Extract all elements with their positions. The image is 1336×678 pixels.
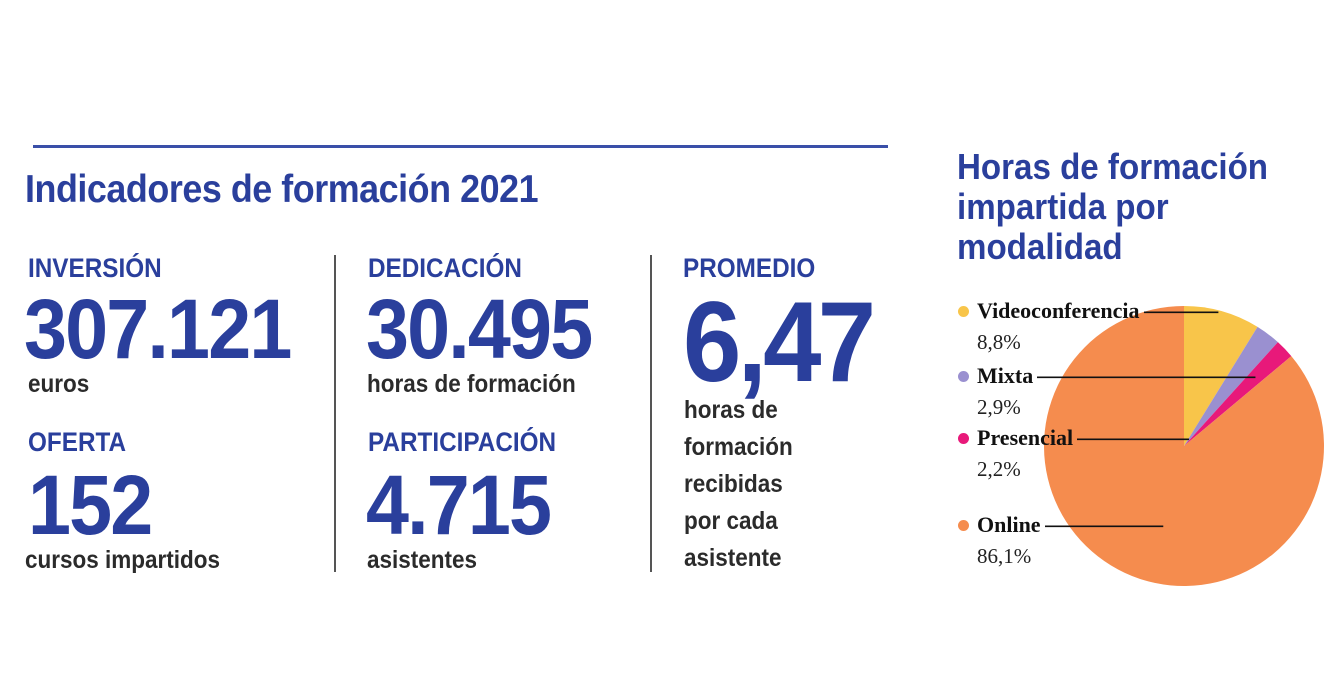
promedio-unit-line: formación [684,433,793,461]
oferta-unit: cursos impartidos [25,546,221,574]
legend-videoconferencia: Videoconferencia [977,298,1140,323]
legend-dot-videoconferencia [958,306,969,317]
promedio-unit: horas de formación recibidas por cada as… [684,392,793,577]
chart-title-line: modalidad [957,226,1123,267]
chart-title-line: Horas de formación [957,146,1269,187]
promedio-unit-line: recibidas [684,470,783,498]
promedio-unit-line: asistente [684,544,782,572]
promedio-value: 6,47 [683,279,876,406]
pie-slice-mixta [1184,326,1278,446]
legend-dot-online [958,520,969,531]
legend-presencial: Presencial [977,425,1074,450]
pie-slice-presencial [1184,342,1292,446]
dedicacion-unit: horas de formación [367,370,576,398]
inversion-value: 307.121 [24,282,292,376]
promedio-unit-line: horas de [684,396,778,424]
promedio-unit-line: por cada [684,507,778,535]
data-label-online: 86,1% [977,544,1032,568]
chart-title: Horas de formación impartida por modalid… [957,147,1268,267]
participacion-value: 4.715 [366,458,552,552]
legend-mixta: Mixta [977,363,1034,388]
inversion-label: INVERSIÓN [28,253,162,283]
participacion-label: PARTICIPACIÓN [368,427,557,457]
promedio-label: PROMEDIO [683,253,816,283]
legend-dot-mixta [958,371,969,382]
pie-leader-lines [1037,311,1256,528]
oferta-value: 152 [28,458,153,552]
legend-online: Online [977,512,1041,537]
data-label-videoconferencia: 8,8% [977,330,1021,354]
chart-title-line: impartida por [957,186,1169,227]
legend-dot-presencial [958,433,969,444]
pie-slice-videoconferencia [1184,306,1258,446]
participacion-unit: asistentes [367,546,478,574]
page-title: Indicadores de formación 2021 [25,168,539,211]
data-label-mixta: 2,9% [977,395,1021,419]
data-label-presencial: 2,2% [977,457,1021,481]
pie-slice-online [1044,306,1324,586]
oferta-label: OFERTA [28,427,127,457]
top-rule [33,145,888,148]
dedicacion-value: 30.495 [366,282,593,376]
pie-slices [1044,306,1324,586]
inversion-unit: euros [28,370,90,398]
divider-2 [650,255,652,572]
dedicacion-label: DEDICACIÓN [368,253,522,283]
divider-1 [334,255,336,572]
